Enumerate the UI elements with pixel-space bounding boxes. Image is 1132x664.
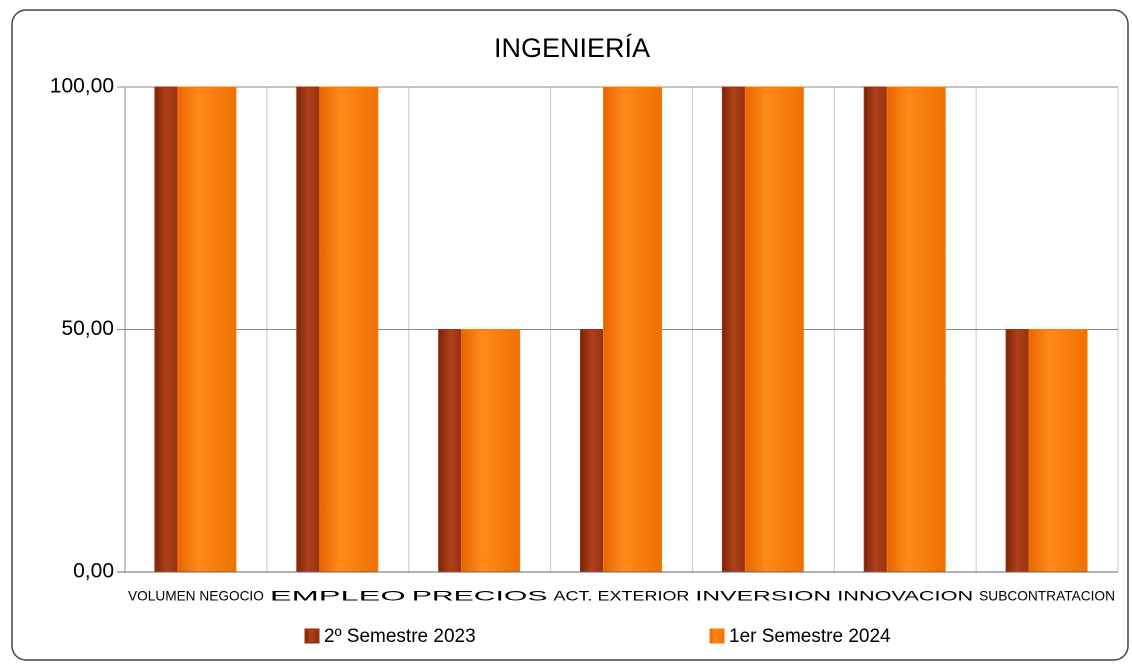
bar (886, 86, 946, 573)
chart-frame (11, 9, 1129, 661)
legend-swatch (304, 628, 320, 644)
legend-swatch (709, 628, 725, 644)
legend-label: 2º Semestre 2023 (324, 626, 476, 647)
x-tick-label: PRECIOS (412, 588, 548, 604)
legend-label: 1er Semestre 2024 (729, 626, 891, 647)
x-tick-label: EMPLEO (270, 588, 406, 604)
bar (744, 86, 804, 573)
bar (461, 329, 521, 573)
y-tick-label: 100,00 (50, 75, 114, 98)
y-tick-label: 50,00 (61, 317, 114, 340)
bar (319, 86, 379, 573)
x-tick-label: SUBCONTRATACION (979, 588, 1115, 604)
bar (1028, 329, 1088, 573)
x-tick-label: INNOVACION (837, 588, 973, 604)
y-tick-label: 0,00 (73, 560, 114, 583)
bar (603, 86, 662, 573)
bar (177, 86, 237, 573)
chart-title: INGENIERÍA (494, 33, 650, 63)
x-tick-label: INVERSION (695, 588, 831, 604)
x-tick-label: ACT. EXTERIOR (554, 588, 690, 604)
x-tick-label: VOLUMEN NEGOCIO (128, 588, 264, 604)
